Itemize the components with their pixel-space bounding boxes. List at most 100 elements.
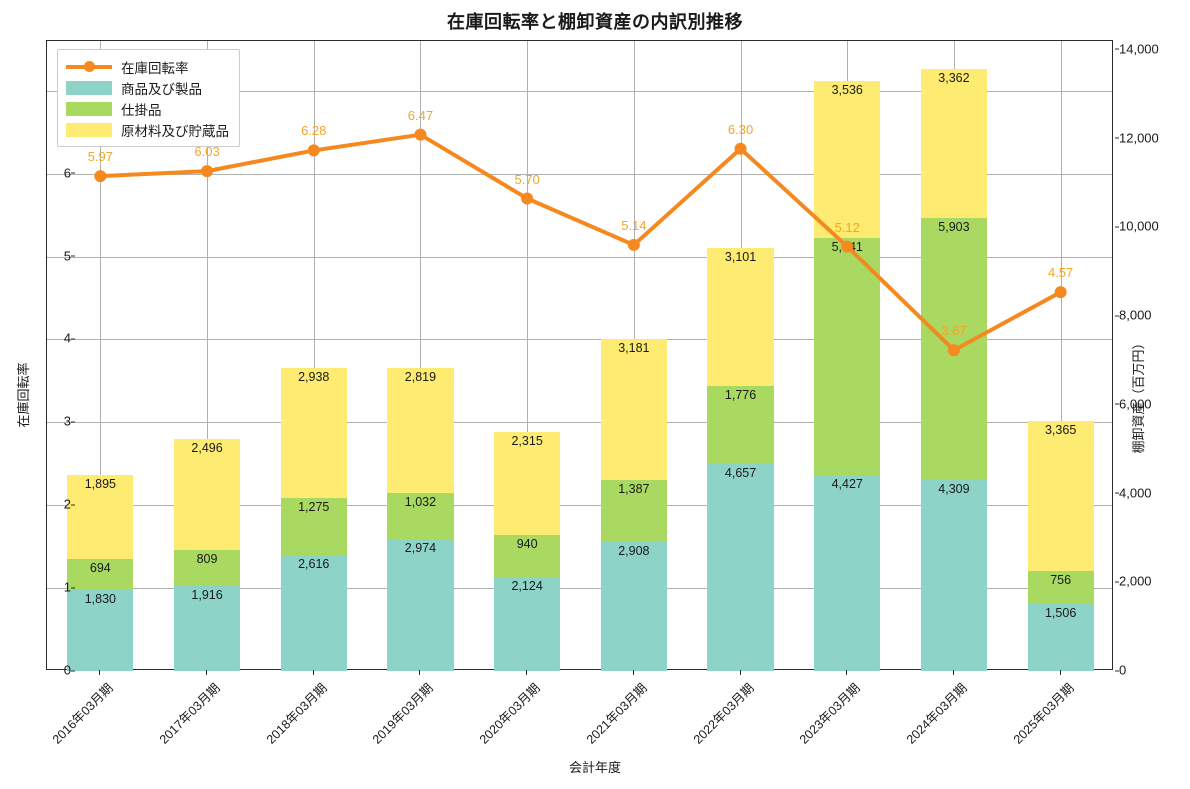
tick-mark	[1115, 492, 1119, 494]
x-axis-tick-label: 2020年03月期	[476, 680, 543, 747]
legend-item-label: 在庫回転率	[121, 60, 189, 76]
bar-segment[interactable]: 3,101	[707, 248, 774, 386]
bar-value-label: 3,536	[831, 82, 863, 97]
bar-value-label: 1,275	[298, 500, 330, 515]
bar-segment[interactable]: 5,903	[920, 217, 987, 480]
bar-segment[interactable]: 940	[494, 535, 561, 577]
gridline-horizontal	[47, 588, 1112, 590]
bar-segment[interactable]: 756	[1027, 570, 1094, 605]
legend-item[interactable]: 在庫回転率	[66, 56, 229, 77]
gridline-horizontal	[47, 90, 1112, 92]
bar-segment[interactable]: 1,387	[600, 480, 667, 542]
bar-segment[interactable]: 3,181	[600, 339, 667, 481]
bar-value-label: 1,916	[191, 587, 223, 602]
bar-value-label: 3,181	[618, 341, 650, 356]
legend-item[interactable]: 商品及び製品	[66, 77, 229, 98]
page-title: 在庫回転率と棚卸資産の内訳別推移	[447, 12, 743, 32]
bar-segment[interactable]: 2,974	[387, 539, 454, 671]
x-axis-tick-label: 2023年03月期	[797, 680, 863, 747]
tick-mark	[1115, 137, 1119, 139]
legend-line-marker-icon	[66, 60, 112, 74]
bar-value-label: 2,315	[511, 434, 543, 449]
bar-segment[interactable]: 1,506	[1027, 604, 1094, 671]
legend-item[interactable]: 原材料及び貯蔵品	[66, 119, 229, 140]
tick-mark	[71, 421, 75, 423]
gridline-vertical	[527, 41, 529, 669]
bar-segment[interactable]: 4,657	[707, 464, 774, 671]
bar-value-label: 940	[516, 537, 538, 552]
bar-segment[interactable]: 1,032	[387, 493, 454, 540]
bar-segment[interactable]: 2,616	[280, 554, 347, 671]
legend-item-label: 原材料及び貯蔵品	[121, 123, 229, 139]
bar-value-label: 2,124	[511, 578, 543, 593]
line-value-label: 5.97	[87, 149, 113, 165]
y-axis-right-tick-label: 14,000	[1115, 41, 1185, 56]
legend-item-label: 商品及び製品	[121, 81, 202, 97]
bar-value-label: 1,387	[618, 482, 650, 497]
y-axis-left-label: 在庫回転率	[16, 361, 32, 428]
bar-segment[interactable]: 2,908	[600, 541, 667, 671]
tick-mark	[71, 338, 75, 340]
line-value-label: 6.30	[727, 121, 754, 137]
bar-segment[interactable]: 1,830	[67, 589, 134, 671]
y-axis-left-tick-label: 4	[31, 331, 75, 346]
bar-segment[interactable]: 1,916	[173, 585, 241, 671]
legend-color-swatch	[66, 101, 112, 116]
bar-segment[interactable]: 4,427	[814, 474, 881, 671]
tick-mark	[206, 670, 208, 675]
y-axis-left-tick-label: 3	[31, 414, 75, 429]
x-axis-tick-label: 2021年03月期	[583, 680, 650, 747]
bar-segment[interactable]: 2,496	[173, 439, 241, 551]
bar-segment[interactable]: 2,819	[387, 368, 454, 494]
bar-segment[interactable]: 5,341	[814, 237, 881, 475]
tick-mark	[846, 670, 848, 675]
y-axis-right-tick-label: 2,000	[1115, 574, 1185, 589]
bar-segment[interactable]: 4,309	[920, 479, 987, 671]
bar-segment[interactable]: 3,365	[1027, 421, 1094, 571]
bar-segment[interactable]: 2,124	[494, 576, 561, 671]
y-axis-right-tick-label: 4,000	[1115, 485, 1185, 500]
y-axis-left-tick-label: 0	[31, 663, 75, 678]
bar-value-label: 3,365	[1044, 423, 1077, 438]
bar-segment[interactable]: 2,315	[494, 432, 561, 536]
bar-segment[interactable]: 3,536	[814, 80, 881, 238]
bar-value-label: 3,362	[938, 70, 970, 85]
y-axis-right-tick-label: 8,000	[1115, 308, 1185, 323]
plot-area: 1,830 694 1,895 1,916 809 2,496 2,616 1,275 2,93…	[46, 40, 1113, 671]
y-axis-right-tick-label: 6,000	[1115, 396, 1185, 411]
x-axis-tick-label: 2018年03月期	[263, 680, 330, 747]
bar-value-label: 4,427	[831, 476, 863, 491]
y-axis-right-tick-label: 12,000	[1115, 130, 1185, 145]
bar-segment[interactable]: 1,895	[67, 474, 134, 559]
bar-segment[interactable]: 694	[67, 559, 134, 590]
x-axis-label: 会計年度	[568, 760, 621, 775]
tick-mark	[71, 172, 75, 174]
gridline-vertical	[100, 41, 102, 669]
x-axis-tick-label: 2025年03月期	[1010, 680, 1077, 747]
bar-segment[interactable]: 809	[173, 550, 241, 586]
gridline-vertical	[420, 41, 422, 669]
bar-segment[interactable]: 2,938	[280, 368, 347, 499]
tick-mark	[71, 255, 75, 257]
bar-segment[interactable]: 3,362	[920, 68, 987, 218]
bar-value-label: 2,616	[298, 556, 330, 571]
line-value-label: 5.14	[621, 217, 647, 233]
tick-mark	[526, 670, 528, 675]
y-axis-right-label: 棚卸資産（百万円）	[1130, 335, 1146, 454]
gridline-horizontal	[47, 422, 1112, 424]
x-axis-tick-label: 2017年03月期	[156, 680, 223, 747]
line-value-label: 6.47	[407, 107, 434, 123]
chart-legend[interactable]: 在庫回転率商品及び製品 仕掛品原材料及び貯蔵品	[57, 49, 240, 147]
bar-segment[interactable]: 1,275	[280, 498, 347, 555]
x-axis-tick-label: 2022年03月期	[690, 680, 757, 747]
bar-segment[interactable]: 1,776	[707, 385, 774, 465]
legend-item[interactable]: 仕掛品	[66, 98, 229, 119]
bar-value-label: 1,895	[84, 476, 116, 491]
tick-mark	[1115, 48, 1119, 50]
line-value-label: 5.70	[514, 171, 540, 187]
line-value-label: 6.28	[301, 123, 327, 139]
tick-mark	[71, 670, 75, 671]
bar-value-label: 5,341	[831, 239, 863, 254]
bar-value-label: 2,938	[298, 370, 330, 385]
bar-value-label: 1,776	[724, 387, 757, 402]
